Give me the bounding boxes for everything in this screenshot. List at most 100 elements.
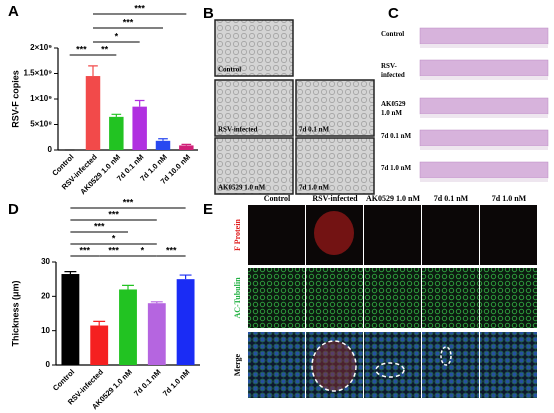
column-header: AK0529 1.0 nM [366,194,420,203]
fluorescence-image [248,205,305,265]
fluorescence-image [480,205,537,265]
caption-line: AK0529 [381,100,406,108]
image-caption: RSV-infected [218,126,258,134]
bar [109,116,124,150]
caption-line: infected [381,71,405,79]
error-bar [88,65,98,77]
error-bar [150,301,163,304]
significance: *** [108,209,119,219]
image-caption: 7d 1.0 nM [381,164,412,172]
caption-line: 1.0 nM [381,109,402,117]
fluorescence-image [248,268,305,328]
y-tick-label: 10 [41,326,50,335]
panel-label: A [8,3,19,20]
significance: * [115,31,119,41]
bar [132,106,147,150]
fluorescence-image [248,332,305,398]
error-bar [181,143,192,146]
column-header: RSV-infected [312,194,358,203]
significance: *** [123,197,134,207]
panel-label: C [388,5,399,22]
image-caption: 7d 0.1 nM [299,126,330,134]
bar [85,76,101,150]
fluorescence-image [422,205,479,265]
significance: *** [76,44,87,54]
y-tick-label: 5×10⁸ [30,120,52,129]
x-tick-label: Control [51,367,76,392]
caption-line: RSV- [381,62,397,70]
fluorescence-image [422,268,479,328]
bar [90,325,109,365]
caption-line: 7d 0.1 nM [381,132,412,140]
y-tick-label: 30 [41,257,50,266]
histology-strip [419,97,549,115]
y-tick-label: 0 [48,145,53,154]
histology-strip [419,27,549,45]
histology-base [420,76,548,80]
column-header: 7d 1.0 nM [492,194,527,203]
y-axis-label: RSV-F copies [10,70,20,128]
image-caption: Control [381,30,404,38]
row-label: F Protein [233,219,242,251]
bar [147,303,166,365]
fluorescence-image [422,332,479,398]
micrograph [214,137,294,195]
error-bar [111,113,122,117]
infection-outline [375,362,405,378]
significance: *** [134,3,145,13]
micrograph [295,137,375,195]
infection-outline [440,346,452,366]
bar [119,289,137,365]
micrograph [295,79,375,137]
image-caption: AK0529 1.0 nM [381,100,406,117]
image-caption: RSV-infected [381,62,405,79]
infection-outline [311,340,357,392]
image-caption: 7d 0.1 nM [381,132,412,140]
caption-line: 7d 1.0 nM [381,164,412,172]
histology-base [420,146,548,150]
histology-base [420,178,548,182]
fluorescence-image [364,332,421,398]
histology-strip [419,129,549,147]
error-bar [158,138,168,141]
y-axis-label: Thickness (μm) [10,280,20,346]
significance: *** [108,245,119,255]
y-tick-label: 20 [41,291,50,300]
fluorescence-image [306,268,363,328]
caption-line: Control [381,30,404,38]
fluorescence-image [480,268,537,328]
histology-strip [419,161,549,179]
fluorescence-image [364,205,421,265]
bar [155,140,171,150]
histology-base [420,114,548,118]
panel-label: B [203,5,214,22]
row-label: Merge [233,353,242,376]
image-caption: Control [218,66,241,74]
micrograph [214,19,294,77]
significance: *** [94,221,105,231]
error-bar [134,99,145,107]
significance: *** [80,245,91,255]
significance: * [112,233,116,243]
histology-strip [419,59,549,77]
fluorescence-image [480,332,537,398]
bar [176,279,195,365]
y-tick-label: 1.5×10⁹ [24,69,53,78]
y-tick-label: 2×10⁹ [30,43,52,52]
panel-label: E [203,201,213,218]
image-caption: 7d 1.0 nM [299,184,330,192]
significance: ** [101,44,109,54]
f-protein-signal [314,211,354,255]
significance: *** [166,245,177,255]
x-tick-label: 7d 1.0 nM [161,367,192,398]
error-bar [64,271,77,275]
row-label: AC-Tubulin [233,277,242,319]
image-caption: AK0529 1.0 nM [218,184,266,192]
histology-base [420,44,548,48]
y-tick-label: 1×10⁹ [30,94,52,103]
column-header: Control [264,194,291,203]
error-bar [93,320,106,326]
micrograph [214,79,294,137]
significance: *** [123,17,134,27]
